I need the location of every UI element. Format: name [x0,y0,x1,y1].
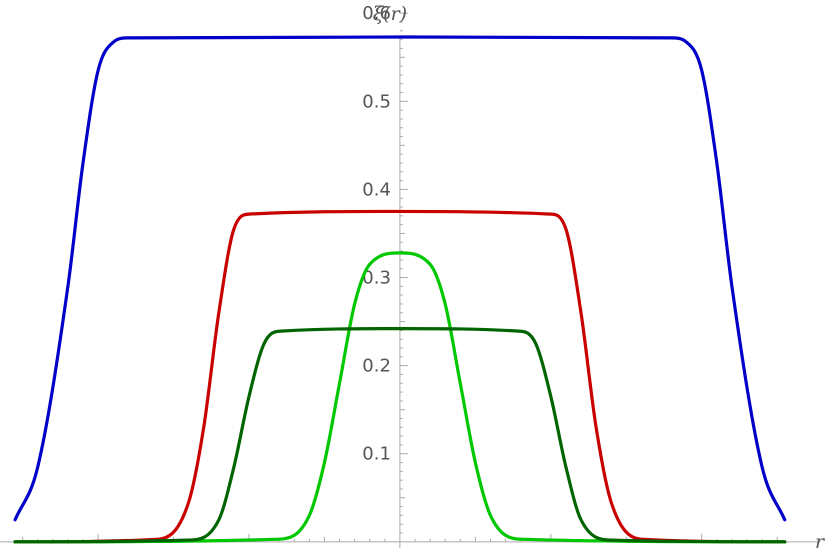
y-tick-label: 0.4 [362,179,391,200]
series-line-1 [13,35,787,522]
y-tick-label: 0.1 [362,444,391,465]
series-line-2 [13,209,787,544]
y-tick-label: 0.3 [362,268,391,289]
series-layer [13,35,787,544]
series-line-3 [13,251,787,544]
y-tick-label: 0.6 [362,3,391,24]
y-tick-label: 0.5 [362,91,391,112]
x-axis-label: r [815,531,826,548]
tick-labels: −20−1010200.10.20.30.40.50.6 [362,3,391,465]
y-axis-label: ξ(r) [373,3,407,25]
series-line-4 [13,327,787,544]
y-tick-label: 0.2 [362,356,391,377]
